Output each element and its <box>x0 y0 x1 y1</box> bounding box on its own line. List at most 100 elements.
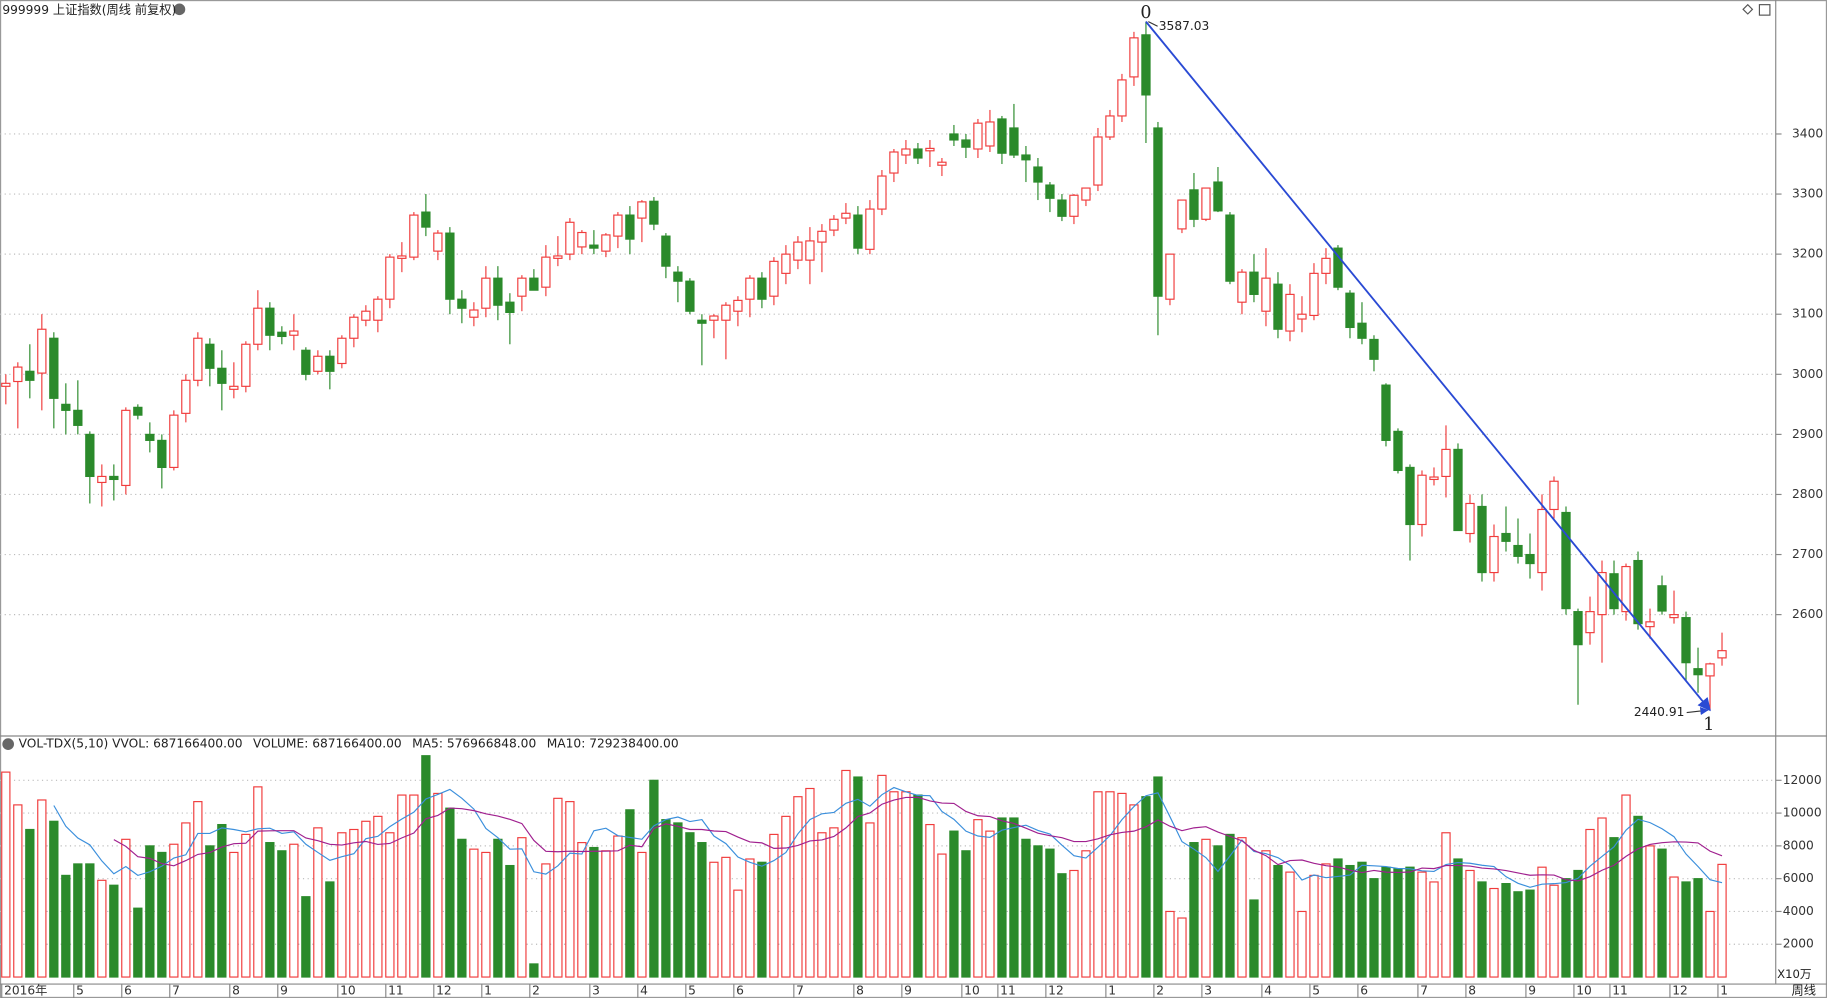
volume-bar <box>1321 863 1331 978</box>
candle-body <box>625 214 635 240</box>
candle-body <box>937 161 947 166</box>
candle-body <box>109 475 119 481</box>
volume-bar <box>1309 874 1319 978</box>
candle-body <box>1513 544 1523 557</box>
candle-body <box>1069 194 1079 217</box>
x-tick-label: 1 <box>484 984 492 998</box>
volume-bar <box>1249 899 1259 978</box>
volume-tick-label: 8000 <box>1783 838 1814 852</box>
candle-body <box>769 260 779 297</box>
volume-bar <box>697 842 707 978</box>
candle-body <box>1669 614 1679 619</box>
tool-icon[interactable] <box>1758 4 1771 16</box>
candle-body <box>1297 313 1307 320</box>
candle-body <box>1609 573 1619 610</box>
volume-bar <box>169 843 179 978</box>
candle-body <box>541 256 551 288</box>
candle-body <box>1573 611 1583 646</box>
candle-body <box>1081 187 1091 201</box>
volume-bar <box>1585 828 1595 978</box>
candle-body <box>97 475 107 484</box>
candle-body <box>973 122 983 150</box>
volume-bar <box>481 851 491 978</box>
candle-body <box>961 139 971 148</box>
candle-body <box>133 406 143 416</box>
volume-bar <box>841 769 851 978</box>
volume-bar <box>1021 838 1031 978</box>
volume-bar <box>1141 796 1151 978</box>
candle-body <box>493 277 503 306</box>
volume-bar <box>1381 866 1391 978</box>
candle-body <box>397 255 407 259</box>
high-pointer <box>1148 21 1158 27</box>
volume-bar <box>217 823 227 978</box>
volume-bar <box>25 828 35 978</box>
candle-body <box>1261 277 1271 312</box>
candle-body <box>1453 448 1463 532</box>
candle-body <box>1369 338 1379 360</box>
candle-body <box>889 151 899 174</box>
high-label: 3587.03 <box>1159 19 1210 33</box>
volume-bar <box>85 863 95 978</box>
candle-body <box>289 330 299 336</box>
volume-bar <box>1177 917 1187 978</box>
volume-bar <box>1549 884 1559 978</box>
volume-bar <box>1117 792 1127 978</box>
candle-body <box>757 277 767 300</box>
volume-bar <box>805 787 815 978</box>
volume-bar <box>1093 791 1103 978</box>
candle-body <box>1225 214 1235 282</box>
candle-body <box>673 271 683 282</box>
tool-icon[interactable] <box>1742 3 1754 15</box>
period-label: 周线 <box>1791 984 1815 998</box>
volume-bar <box>325 881 335 978</box>
volume-bar <box>1393 868 1403 978</box>
x-tick-label: 12 <box>1672 984 1688 998</box>
volume-tick-label: 4000 <box>1783 904 1814 918</box>
volume-bar <box>781 815 791 978</box>
x-tick-label: 12 <box>1048 984 1064 998</box>
volume-bar <box>73 863 83 978</box>
volume-bar <box>1357 861 1367 978</box>
candle-body <box>1465 502 1475 535</box>
indicator-label: MA10: 729238400.00 <box>547 737 679 751</box>
volume-bar <box>1609 837 1619 978</box>
candle-body <box>1 382 11 387</box>
volume-bar <box>1165 910 1175 978</box>
y-tick-label: 2800 <box>1792 487 1823 501</box>
candle-body <box>649 200 659 225</box>
candle-body <box>1117 79 1127 117</box>
candle-body <box>13 366 23 383</box>
volume-bar <box>1705 910 1715 978</box>
x-tick-label: 2 <box>532 984 540 998</box>
candle-body <box>721 304 731 321</box>
candle-body <box>253 307 263 345</box>
volume-bar <box>1081 850 1091 978</box>
x-tick-label: 4 <box>1264 984 1272 998</box>
volume-bar <box>1633 815 1643 978</box>
candle-body <box>1621 565 1631 613</box>
menu-icon[interactable] <box>173 3 186 16</box>
volume-bar <box>97 879 107 978</box>
volume-bar <box>1273 864 1283 978</box>
volume-bar <box>565 801 575 978</box>
volume-bar <box>1657 848 1667 978</box>
volume-bar <box>1 771 11 978</box>
volume-bar <box>361 820 371 978</box>
menu-icon[interactable] <box>2 738 14 750</box>
volume-bar <box>121 838 131 978</box>
candle-body <box>1477 505 1487 574</box>
candle-body <box>265 307 275 336</box>
candle-body <box>1441 448 1451 478</box>
candle-body <box>1525 553 1535 565</box>
volume-bar <box>1717 863 1727 978</box>
x-tick-label: 6 <box>1360 984 1368 998</box>
volume-bar <box>433 792 443 978</box>
candle-body <box>193 337 203 381</box>
volume-bar <box>889 791 899 978</box>
volume-bar <box>817 832 827 978</box>
candle-body <box>229 385 239 390</box>
candle-body <box>325 355 335 372</box>
volume-bar <box>253 786 263 978</box>
candle-body <box>865 208 875 250</box>
